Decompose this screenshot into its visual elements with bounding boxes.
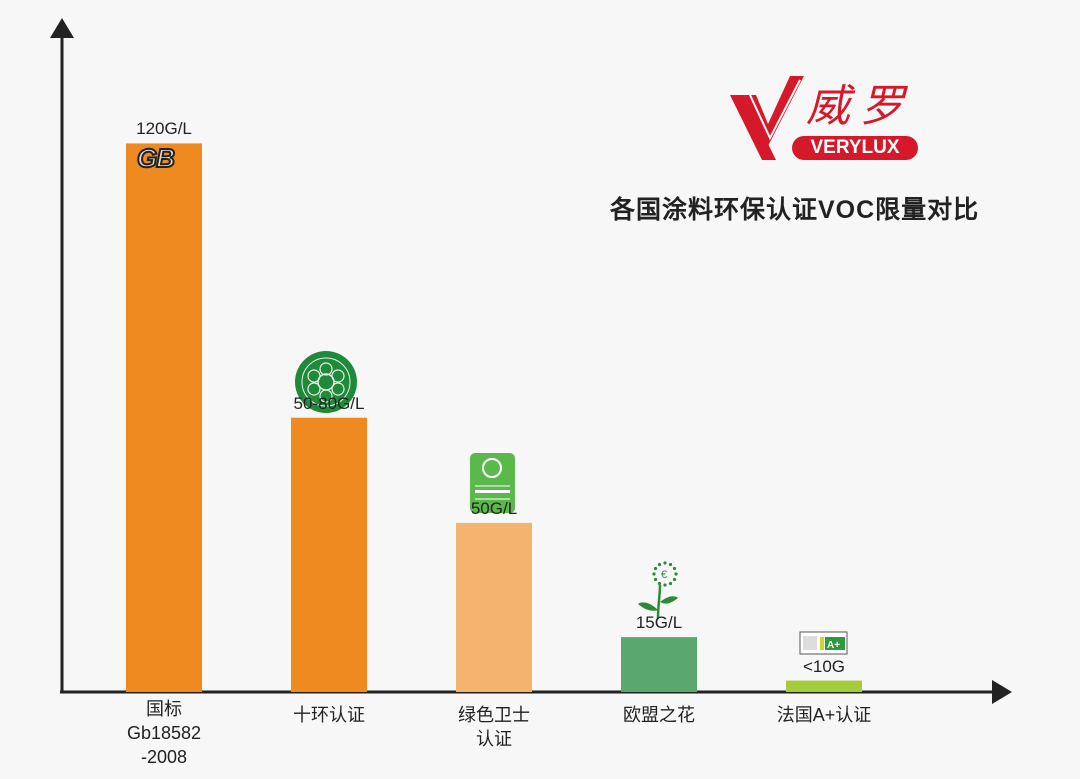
ten-ring-certification-logo-icon [295,351,357,413]
eu-ecolabel-flower-icon: € [638,561,678,619]
bar-4 [621,637,697,692]
value-label-3: 50G/L [470,498,518,518]
eu-star-11 [668,562,673,567]
eu-star-7 [652,572,656,576]
svg-text:€: € [661,569,667,581]
bar-5 [786,680,862,692]
bar-3 [456,522,532,692]
gb-standard-logo: GB [136,142,176,174]
eu-star-12 [672,566,677,571]
eu-star-2 [672,577,677,582]
category-label-4: 欧盟之花 [623,705,695,725]
france-a-plus-label-icon: A+ [799,631,848,655]
svg-text:A+: A+ [827,640,840,651]
eu-star-6 [653,577,658,582]
chart-title: 各国涂料环保认证VOC限量对比 [610,196,980,224]
eu-star-10 [663,561,667,565]
category-label-2: 十环认证 [293,705,365,725]
bar-1 [126,143,202,692]
brand-name-english: VERYLUX [792,136,918,160]
eu-star-4 [663,583,667,587]
category-label-1: 国标 Gb18582 -2008 [126,699,202,767]
bar-2 [291,417,367,692]
verylux-v-logo-icon [730,76,804,160]
value-label-2: 50-80G/L [293,393,365,413]
eu-star-8 [653,566,658,571]
x-axis-arrow-icon [992,680,1012,704]
category-label-3: 绿色卫士 认证 [458,705,530,749]
eu-star-1 [674,572,678,576]
eu-star-9 [657,562,662,567]
greenguard-logo-icon [470,453,515,513]
y-axis-arrow-icon [50,18,74,38]
category-label-5: 法国A+认证 [776,705,872,725]
value-label-1: 120G/L [136,119,192,139]
value-label-4: 15G/L [635,613,683,633]
eu-star-5 [657,581,662,586]
brand-name-chinese: 威罗 [806,81,914,132]
value-label-5: <10G [802,656,846,676]
eu-star-3 [668,581,673,586]
